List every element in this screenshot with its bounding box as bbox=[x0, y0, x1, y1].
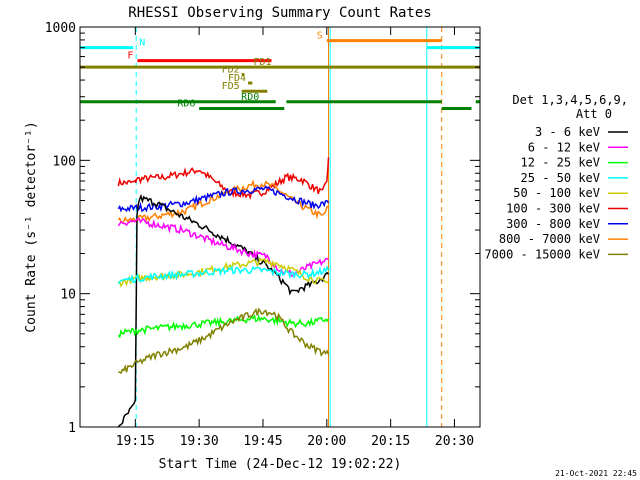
x-tick-label: 19:45 bbox=[243, 434, 282, 449]
x-tick-label: 20:15 bbox=[371, 434, 410, 449]
legend-entry-label: 50 - 100 keV bbox=[513, 186, 600, 200]
legend-header: Det 1,3,4,5,6,9, bbox=[512, 93, 628, 107]
series-line bbox=[117, 185, 330, 213]
flag-label: FD2 bbox=[222, 65, 240, 76]
plot-frame bbox=[79, 26, 481, 428]
flag-label: RD6 bbox=[177, 98, 195, 109]
x-tick-label: 20:30 bbox=[435, 434, 474, 449]
y-tick-label: 1 bbox=[68, 421, 76, 436]
x-tick-label: 19:30 bbox=[180, 434, 219, 449]
legend-entry-label: 300 - 800 keV bbox=[506, 217, 600, 231]
series-line bbox=[118, 307, 330, 375]
series-line bbox=[117, 157, 330, 200]
legend-entry-label: 25 - 50 keV bbox=[521, 171, 600, 185]
x-tick-label: 19:15 bbox=[116, 434, 155, 449]
x-tick-label: 20:00 bbox=[307, 434, 346, 449]
chart-title: RHESSI Observing Summary Count Rates bbox=[128, 5, 431, 21]
legend-entry-label: 6 - 12 keV bbox=[528, 140, 600, 154]
legend-entry-label: 12 - 25 keV bbox=[521, 156, 600, 170]
legend-entry-label: 3 - 6 keV bbox=[535, 125, 600, 139]
flag-label: F bbox=[127, 51, 133, 62]
y-tick-label: 1000 bbox=[45, 21, 76, 36]
series-line bbox=[117, 314, 330, 339]
flag-label: S bbox=[317, 31, 323, 42]
legend-header: Att 0 bbox=[576, 107, 612, 121]
flag-label: N bbox=[139, 38, 145, 49]
series-line bbox=[117, 265, 330, 285]
flag-label: FD5 bbox=[222, 81, 240, 92]
legend-entry-label: 100 - 300 keV bbox=[506, 202, 600, 216]
axes-ticks: 19:15 19:30 19:45 20:00 20:15 20:30 1 10 100 1000 bbox=[45, 21, 480, 449]
y-axis-label: Count Rate (s⁻¹ detector⁻¹) bbox=[24, 121, 39, 332]
flag-label: FD1 bbox=[253, 57, 271, 68]
y-tick-label: 10 bbox=[60, 288, 76, 303]
legend-entry-label: 7000 - 15000 keV bbox=[484, 247, 600, 261]
x-axis-label: Start Time (24-Dec-12 19:02:22) bbox=[159, 457, 402, 472]
flag-label: RD0 bbox=[241, 92, 259, 103]
flag-label: FD4 bbox=[228, 73, 246, 84]
legend-entry-label: 800 - 7000 keV bbox=[499, 232, 600, 246]
series-line bbox=[117, 193, 330, 428]
y-tick-label: 100 bbox=[53, 154, 76, 169]
footer-timestamp: 21-Oct-2021 22:45 bbox=[555, 469, 637, 478]
